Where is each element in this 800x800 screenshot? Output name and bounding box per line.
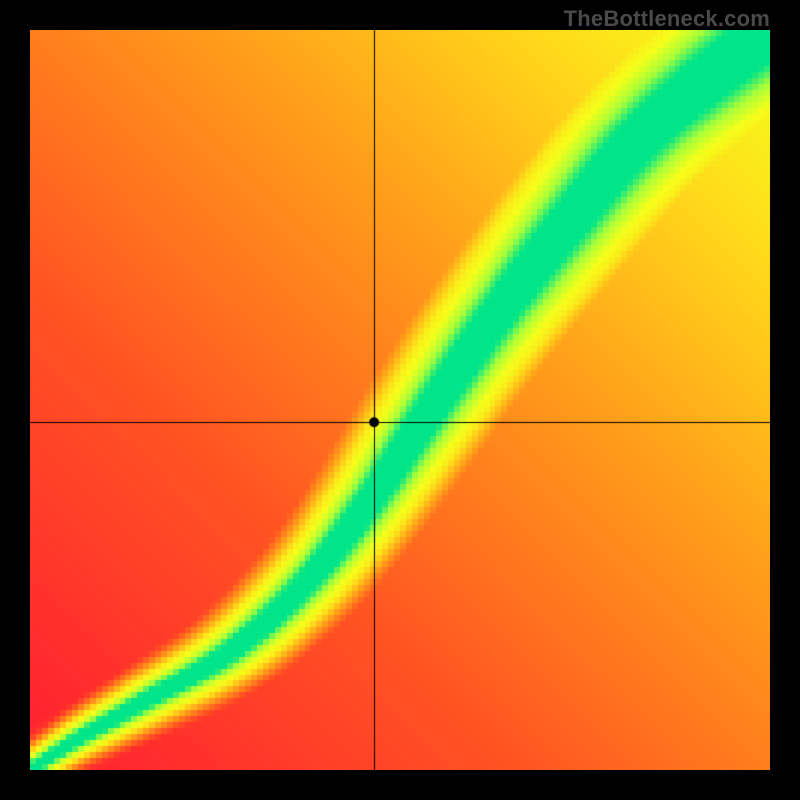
- watermark-text: TheBottleneck.com: [564, 6, 770, 32]
- plot-area: [30, 30, 770, 770]
- crosshair-overlay: [30, 30, 770, 770]
